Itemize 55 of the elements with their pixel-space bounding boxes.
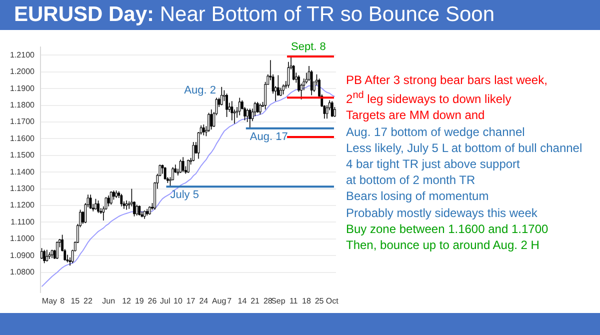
x-tick-label: 26	[148, 296, 158, 306]
x-tick-label: 10	[174, 296, 183, 306]
x-tick-label: 17	[186, 296, 196, 306]
x-tick-label: 11	[289, 296, 298, 306]
x-tick-label: Aug	[212, 296, 226, 306]
x-tick-label: 14	[238, 296, 248, 306]
text: 4 bar tight TR just above support	[346, 156, 521, 172]
x-tick-label: 18	[302, 296, 312, 306]
y-tick-label: 1.1600	[10, 134, 36, 143]
x-tick-label: 25	[314, 296, 324, 306]
y-tick-label: 1.1800	[10, 100, 36, 110]
ref-line-label: Aug. 17	[250, 130, 288, 143]
x-tick-label: Oct	[326, 296, 340, 306]
y-tick-label: 1.1100	[10, 217, 36, 226]
x-tick-label: 19	[134, 296, 144, 306]
text: 2$^{nd}$ leg sideways to down likely	[346, 89, 512, 108]
x-tick-label: 21	[250, 296, 260, 306]
ref-line-label: July 5	[170, 189, 199, 202]
x-tick-label: 8	[60, 296, 66, 306]
x-tick-label: 15	[70, 296, 80, 306]
text: PB After 3 strong bear bars last week,	[346, 72, 548, 88]
x-tick-label: 28	[263, 296, 273, 306]
y-tick-label: 1.0900	[10, 250, 36, 260]
text: Probably mostly sideways this week	[346, 204, 538, 221]
chart-title: EURUSD Day: Near Bottom of TR so Bounce Soon	[14, 2, 494, 28]
text: Then, bounce up to around Aug. 2 H	[346, 237, 540, 254]
text: Targets are MM down and	[346, 107, 486, 124]
x-tick-label: 12	[122, 296, 132, 306]
x-tick-label: Sep	[271, 296, 286, 306]
x-tick-label: May	[42, 296, 58, 306]
candlestick	[334, 106, 336, 118]
y-tick-label: 1.1900	[10, 84, 36, 93]
annotation: Aug. 2	[184, 84, 216, 96]
y-tick-label: 1.0800	[10, 268, 36, 277]
text: at bottom of 2 month TR	[346, 172, 476, 188]
y-tick-label: 1.1500	[10, 150, 36, 160]
x-tick-label: 24	[199, 296, 209, 306]
text: Bears losing of momentum	[346, 188, 490, 205]
ref-line-label: Sept. 8	[291, 41, 326, 54]
y-tick-label: 1.2000	[10, 67, 36, 76]
text: Buy zone between 1.1600 and 1.1700	[346, 220, 550, 238]
y-tick-label: 1.1400	[10, 167, 36, 176]
x-tick-label: 7	[227, 296, 232, 306]
candlestick	[40, 248, 43, 260]
text: Aug. 17 bottom of wedge channel	[346, 124, 526, 140]
y-tick-label: 1.1000	[10, 234, 36, 244]
x-tick-label: Jun	[102, 296, 116, 306]
y-tick-label: 1.1200	[10, 200, 36, 210]
text: Less likely, July 5 L at bottom of bull channel	[346, 140, 582, 156]
y-tick-label: 1.1700	[10, 117, 36, 126]
y-tick-label: 1.2100	[10, 50, 36, 60]
x-tick-label: Jul	[160, 296, 170, 306]
x-tick-label: 22	[84, 296, 94, 306]
y-tick-label: 1.1300	[10, 184, 36, 194]
candlestick	[187, 159, 190, 174]
